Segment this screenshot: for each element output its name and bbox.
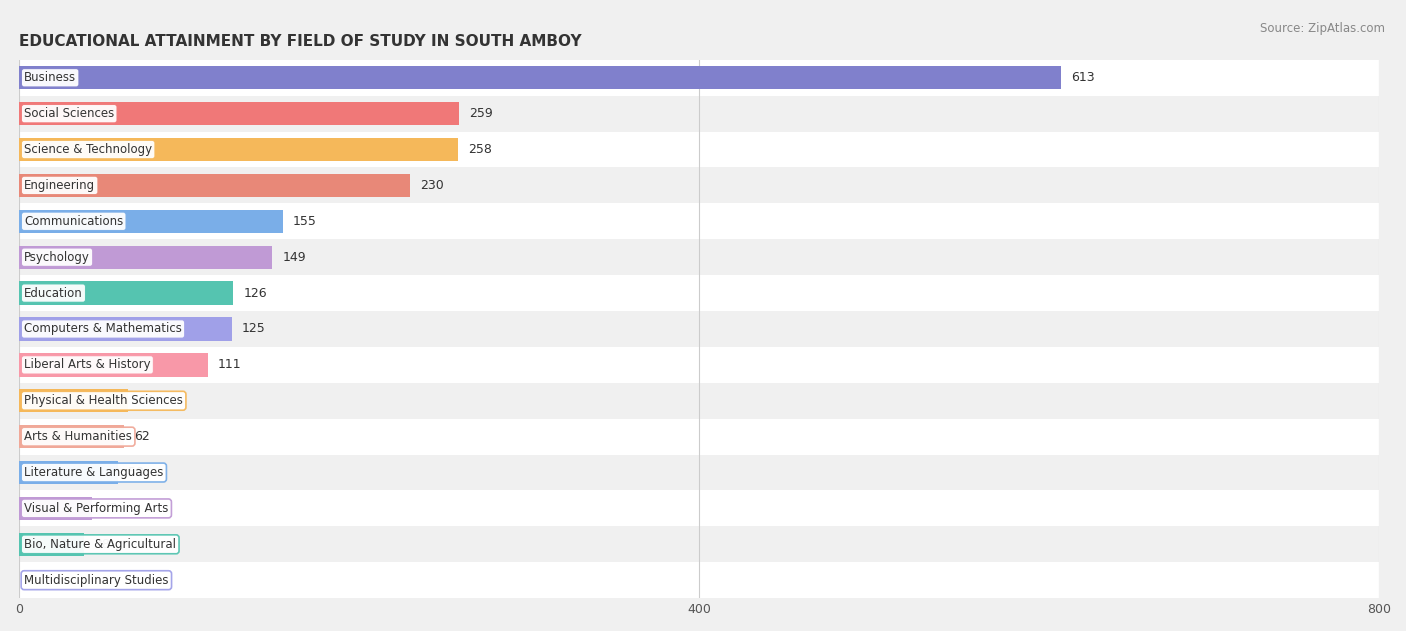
Text: Communications: Communications <box>24 215 124 228</box>
Text: Liberal Arts & History: Liberal Arts & History <box>24 358 150 372</box>
Bar <box>20 245 273 269</box>
Text: 43: 43 <box>103 502 118 515</box>
Text: Literature & Languages: Literature & Languages <box>24 466 163 479</box>
Bar <box>20 275 1379 311</box>
Bar <box>20 102 460 126</box>
Bar <box>20 562 1379 598</box>
Text: Bio, Nature & Agricultural: Bio, Nature & Agricultural <box>24 538 176 551</box>
Bar <box>20 311 1379 347</box>
Bar <box>20 96 1379 132</box>
Bar <box>20 419 1379 454</box>
Text: Multidisciplinary Studies: Multidisciplinary Studies <box>24 574 169 587</box>
Text: Education: Education <box>24 286 83 300</box>
Text: Source: ZipAtlas.com: Source: ZipAtlas.com <box>1260 22 1385 35</box>
Text: Psychology: Psychology <box>24 251 90 264</box>
Text: 613: 613 <box>1071 71 1095 85</box>
Text: 259: 259 <box>470 107 494 120</box>
Bar <box>20 66 1062 90</box>
Bar <box>20 526 1379 562</box>
Bar <box>20 138 457 161</box>
Bar <box>20 490 1379 526</box>
Text: 0: 0 <box>30 574 37 587</box>
Text: 230: 230 <box>420 179 444 192</box>
Bar <box>20 454 1379 490</box>
Bar <box>20 347 1379 383</box>
Bar <box>20 167 1379 203</box>
Text: 155: 155 <box>292 215 316 228</box>
Bar <box>20 497 93 520</box>
Text: Visual & Performing Arts: Visual & Performing Arts <box>24 502 169 515</box>
Text: Physical & Health Sciences: Physical & Health Sciences <box>24 394 183 407</box>
Text: 64: 64 <box>138 394 153 407</box>
Bar <box>20 383 1379 419</box>
Text: 149: 149 <box>283 251 307 264</box>
Bar <box>20 353 208 377</box>
Text: 38: 38 <box>94 538 110 551</box>
Bar <box>20 203 1379 239</box>
Text: 258: 258 <box>468 143 492 156</box>
Bar <box>20 533 83 556</box>
Text: 58: 58 <box>128 466 143 479</box>
Bar <box>20 239 1379 275</box>
Bar <box>20 389 128 413</box>
Text: 62: 62 <box>135 430 150 443</box>
Bar <box>20 132 1379 167</box>
Text: 111: 111 <box>218 358 242 372</box>
Bar <box>20 461 118 484</box>
Text: Arts & Humanities: Arts & Humanities <box>24 430 132 443</box>
Text: Science & Technology: Science & Technology <box>24 143 152 156</box>
Bar <box>20 174 411 197</box>
Bar <box>20 209 283 233</box>
Bar <box>20 60 1379 96</box>
Text: EDUCATIONAL ATTAINMENT BY FIELD OF STUDY IN SOUTH AMBOY: EDUCATIONAL ATTAINMENT BY FIELD OF STUDY… <box>20 34 582 49</box>
Text: Business: Business <box>24 71 76 85</box>
Bar <box>20 317 232 341</box>
Bar <box>20 425 124 448</box>
Text: 126: 126 <box>243 286 267 300</box>
Bar <box>20 281 233 305</box>
Text: Computers & Mathematics: Computers & Mathematics <box>24 322 181 336</box>
Text: Engineering: Engineering <box>24 179 96 192</box>
Text: Social Sciences: Social Sciences <box>24 107 114 120</box>
Text: 125: 125 <box>242 322 266 336</box>
